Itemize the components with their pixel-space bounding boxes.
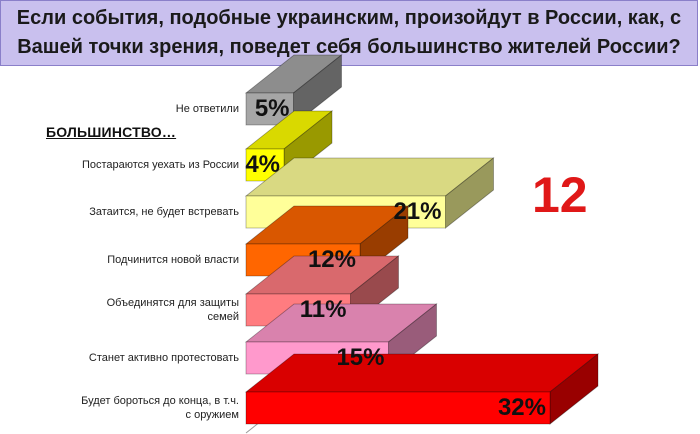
chart-subtitle: БОЛЬШИНСТВО…: [46, 124, 177, 140]
value-label: 21%: [393, 198, 442, 225]
category-label-line: Постараются уехать из России: [81, 159, 239, 171]
category-label-line: Объединятся для защиты: [106, 297, 239, 309]
category-label-line: с оружием: [185, 409, 239, 421]
callout-number: 12: [532, 167, 588, 223]
value-label: 12%: [307, 246, 356, 273]
value-label: 11%: [299, 296, 347, 323]
category-label-line: Затаится, не будет встревать: [89, 206, 239, 218]
value-label: 4%: [245, 151, 280, 178]
category-label-line: Будет бороться до конца, в т.ч.: [81, 395, 239, 407]
category-label: Станет активно протестовать: [89, 351, 239, 365]
category-label: Будет бороться до конца, в т.ч. с оружием: [81, 394, 239, 422]
category-label-line: Станет активно протестовать: [88, 352, 239, 364]
category-label-line: Подчинится новой власти: [107, 254, 239, 266]
category-label-line: семей: [207, 311, 239, 323]
bar-top-7: [244, 353, 600, 393]
value-label: 32%: [497, 394, 546, 421]
title-line-2: Вашей точки зрения, поведет себя большин…: [17, 36, 681, 58]
category-label: Объединятся для защиты семей: [107, 296, 239, 324]
title-line-1: Если события, подобные украинским, произ…: [16, 7, 682, 29]
category-label: Подчинится новой власти: [107, 253, 239, 267]
value-label: 15%: [336, 344, 385, 371]
category-label-line: Не ответили: [175, 103, 239, 115]
value-label: 5%: [254, 95, 290, 122]
title-banner: Если события, подобные украинским, произ…: [0, 0, 698, 66]
category-label: Затаится, не будет встревать: [89, 205, 239, 219]
category-label: Не ответили: [176, 102, 239, 116]
bar-7: [245, 391, 551, 425]
category-label: Постараются уехать из России: [82, 158, 239, 172]
